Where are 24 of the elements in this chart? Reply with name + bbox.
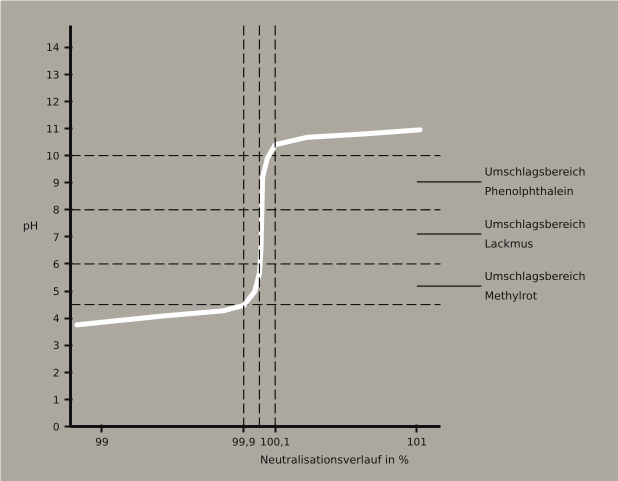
y-tick-label: 0 bbox=[52, 422, 60, 434]
text: Umschlagsbereich Phenolphthalein bbox=[484, 166, 586, 198]
y-axis-title: pH bbox=[22, 220, 38, 232]
y-tick-label: 2 bbox=[52, 367, 60, 380]
x-tick-label: 99 bbox=[95, 436, 109, 448]
y-tick-label: 1 bbox=[52, 394, 60, 406]
y-tick-label: 7 bbox=[52, 232, 60, 244]
y-tick-label: 8 bbox=[52, 204, 60, 217]
y-tick-label: 3 bbox=[52, 340, 60, 352]
y-tick-label: 10 bbox=[46, 150, 60, 163]
y-tick-label: 4 bbox=[52, 313, 60, 326]
y-tick-label: 9 bbox=[52, 178, 60, 190]
text: Umschlagsbereich Lackmus bbox=[484, 218, 586, 250]
x-tick-label: 101 bbox=[406, 436, 427, 448]
x-axis-title: Neutralisationsverlauf in % bbox=[260, 454, 409, 466]
y-tick-label: 14 bbox=[46, 42, 60, 54]
y-tick-label: 11 bbox=[46, 123, 60, 136]
y-tick-label: 6 bbox=[52, 258, 60, 271]
text: Umschlagsbereich Methylrot bbox=[484, 270, 586, 302]
y-tick-label: 13 bbox=[46, 69, 60, 82]
y-tick-label: 12 bbox=[46, 96, 60, 108]
x-tick-label: 100,1 bbox=[260, 436, 290, 448]
y-tick-label: 5 bbox=[52, 286, 60, 298]
x-tick-label: 99,9 bbox=[232, 436, 256, 448]
